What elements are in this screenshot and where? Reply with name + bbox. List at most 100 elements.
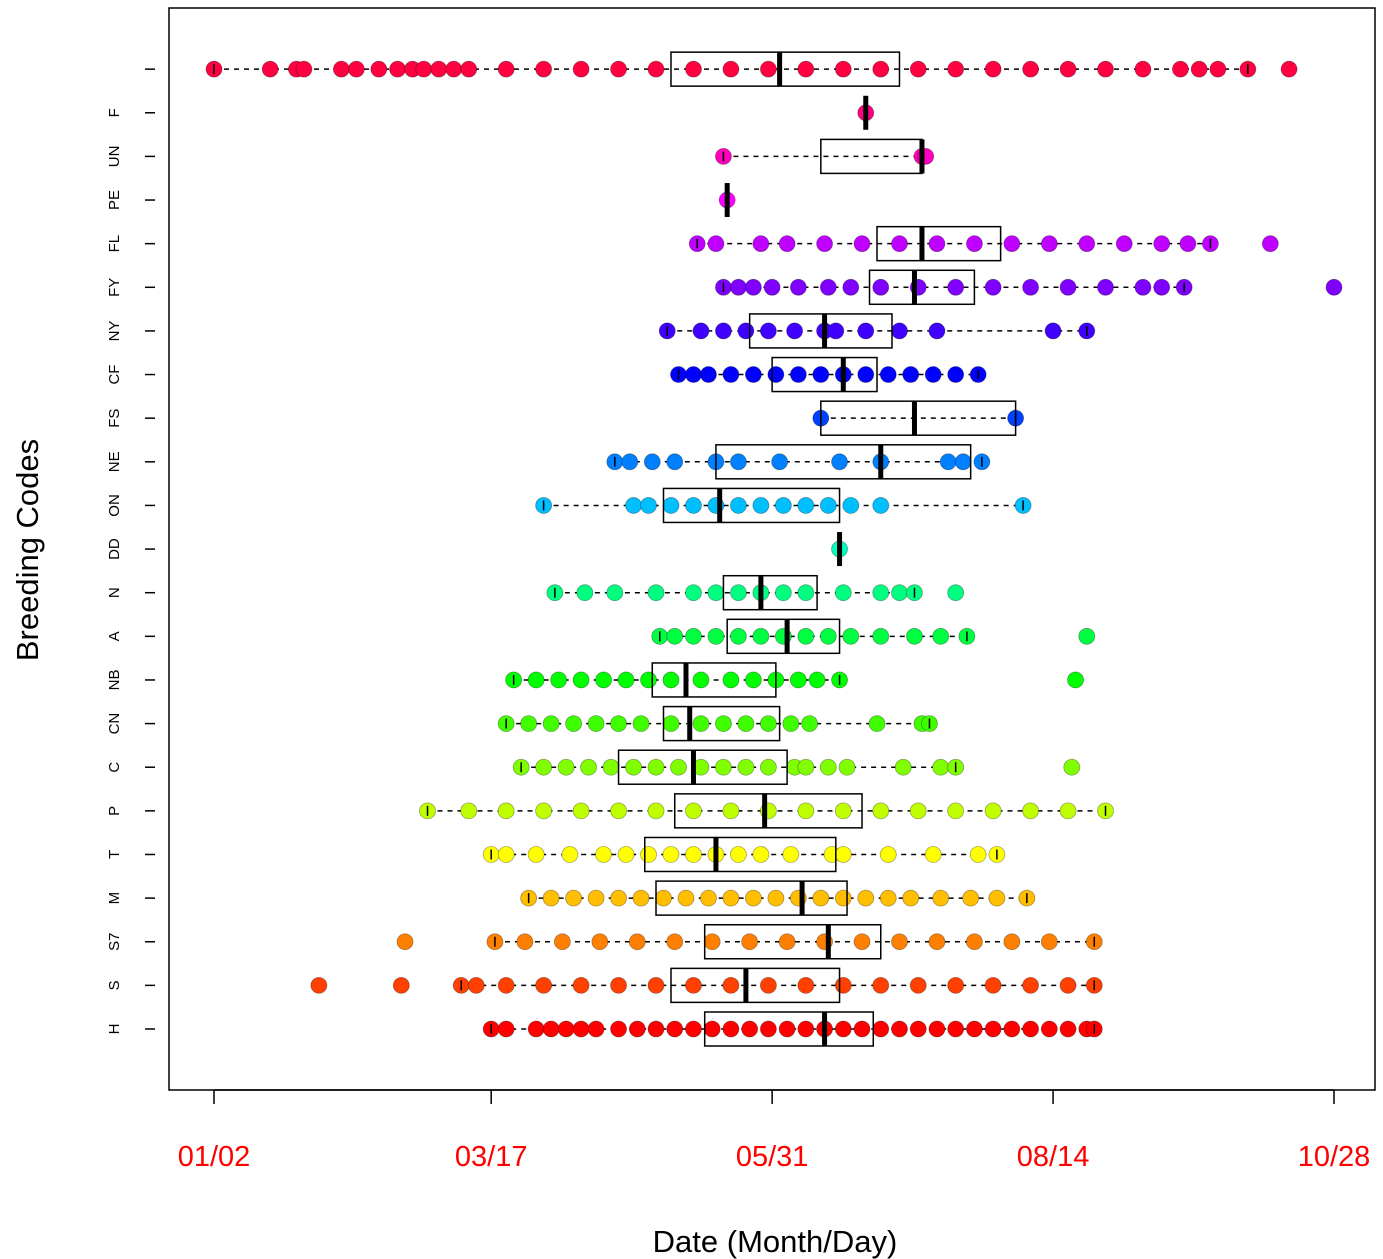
data-point xyxy=(572,671,590,689)
data-point xyxy=(722,671,740,689)
data-point xyxy=(730,278,747,296)
data-point xyxy=(707,235,725,253)
y-tick-label: PE xyxy=(106,190,123,210)
data-point xyxy=(628,933,646,951)
data-point xyxy=(1153,278,1171,296)
data-point xyxy=(819,497,837,514)
data-point xyxy=(1280,60,1298,78)
data-point xyxy=(759,322,777,340)
data-point xyxy=(752,627,770,645)
data-point xyxy=(1003,235,1021,253)
data-point xyxy=(497,976,515,994)
data-point xyxy=(786,322,804,340)
iqr-box xyxy=(703,1011,875,1047)
data-point xyxy=(966,933,983,951)
data-point xyxy=(392,976,410,994)
data-point xyxy=(1097,60,1114,78)
data-point xyxy=(580,758,597,776)
data-point xyxy=(928,933,946,951)
data-point xyxy=(1325,278,1343,296)
data-point xyxy=(759,60,777,78)
data-point xyxy=(879,366,897,383)
data-point xyxy=(576,584,594,602)
data-point xyxy=(902,889,920,907)
data-point xyxy=(617,846,635,863)
data-point xyxy=(535,60,553,78)
data-point xyxy=(838,758,856,776)
data-point xyxy=(662,497,680,514)
y-tick-label: FL xyxy=(106,235,123,253)
y-tick-label: CF xyxy=(106,365,123,385)
data-point xyxy=(557,1020,575,1038)
data-point xyxy=(741,1020,759,1038)
data-point xyxy=(857,366,875,383)
data-point xyxy=(722,802,740,820)
data-point xyxy=(647,802,665,820)
data-point xyxy=(396,933,414,951)
data-point xyxy=(685,846,702,863)
data-point xyxy=(1059,60,1077,78)
data-point xyxy=(497,1020,515,1038)
data-point xyxy=(460,60,478,78)
data-point xyxy=(1059,976,1077,994)
x-axis-title: Date (Month/Day) xyxy=(653,1224,898,1259)
data-point xyxy=(606,584,624,602)
data-point xyxy=(797,758,815,776)
data-point xyxy=(1040,235,1058,253)
data-point xyxy=(1022,976,1039,994)
data-point xyxy=(932,627,950,645)
data-point xyxy=(647,976,665,994)
data-point xyxy=(610,976,627,994)
series-row-H xyxy=(482,1011,1103,1047)
data-point xyxy=(954,453,972,471)
data-point xyxy=(647,584,665,602)
iqr-box xyxy=(726,618,841,655)
data-point xyxy=(310,976,328,994)
data-point xyxy=(730,627,747,645)
data-point xyxy=(797,60,815,78)
data-point xyxy=(1261,235,1279,253)
y-tick-label: F xyxy=(106,108,123,117)
data-point xyxy=(842,278,860,296)
data-point xyxy=(527,671,545,689)
data-point xyxy=(722,60,740,78)
series-row-P xyxy=(419,793,1114,829)
y-tick-label: DD xyxy=(106,538,123,560)
iqr-box xyxy=(748,313,893,349)
data-point xyxy=(730,584,747,602)
data-point xyxy=(801,715,818,732)
data-point xyxy=(595,846,612,863)
data-point xyxy=(947,1020,965,1038)
data-point xyxy=(797,1020,815,1038)
series-row-PE xyxy=(718,183,736,218)
data-point xyxy=(1003,933,1021,951)
data-point xyxy=(891,1020,908,1038)
data-point xyxy=(553,933,571,951)
data-point xyxy=(831,453,848,471)
data-point xyxy=(834,976,852,994)
iqr-box xyxy=(662,487,841,524)
data-point xyxy=(666,1020,684,1038)
data-point xyxy=(834,584,852,602)
y-tick-label: M xyxy=(106,892,123,905)
data-point xyxy=(497,802,515,820)
data-point xyxy=(625,497,642,514)
data-point xyxy=(752,497,770,514)
data-point xyxy=(891,235,908,253)
data-point xyxy=(924,366,942,383)
iqr-box xyxy=(868,269,976,306)
data-point xyxy=(842,627,860,645)
data-point xyxy=(894,758,912,776)
data-point xyxy=(947,976,965,994)
data-point xyxy=(572,802,590,820)
data-point xyxy=(789,671,807,689)
iqr-box xyxy=(820,400,1017,436)
data-point xyxy=(759,758,777,776)
data-point xyxy=(744,278,762,296)
data-point xyxy=(703,1020,721,1038)
y-tick-label: NY xyxy=(106,320,123,341)
data-point xyxy=(261,60,279,78)
data-point xyxy=(771,453,789,471)
data-point xyxy=(647,1020,665,1038)
